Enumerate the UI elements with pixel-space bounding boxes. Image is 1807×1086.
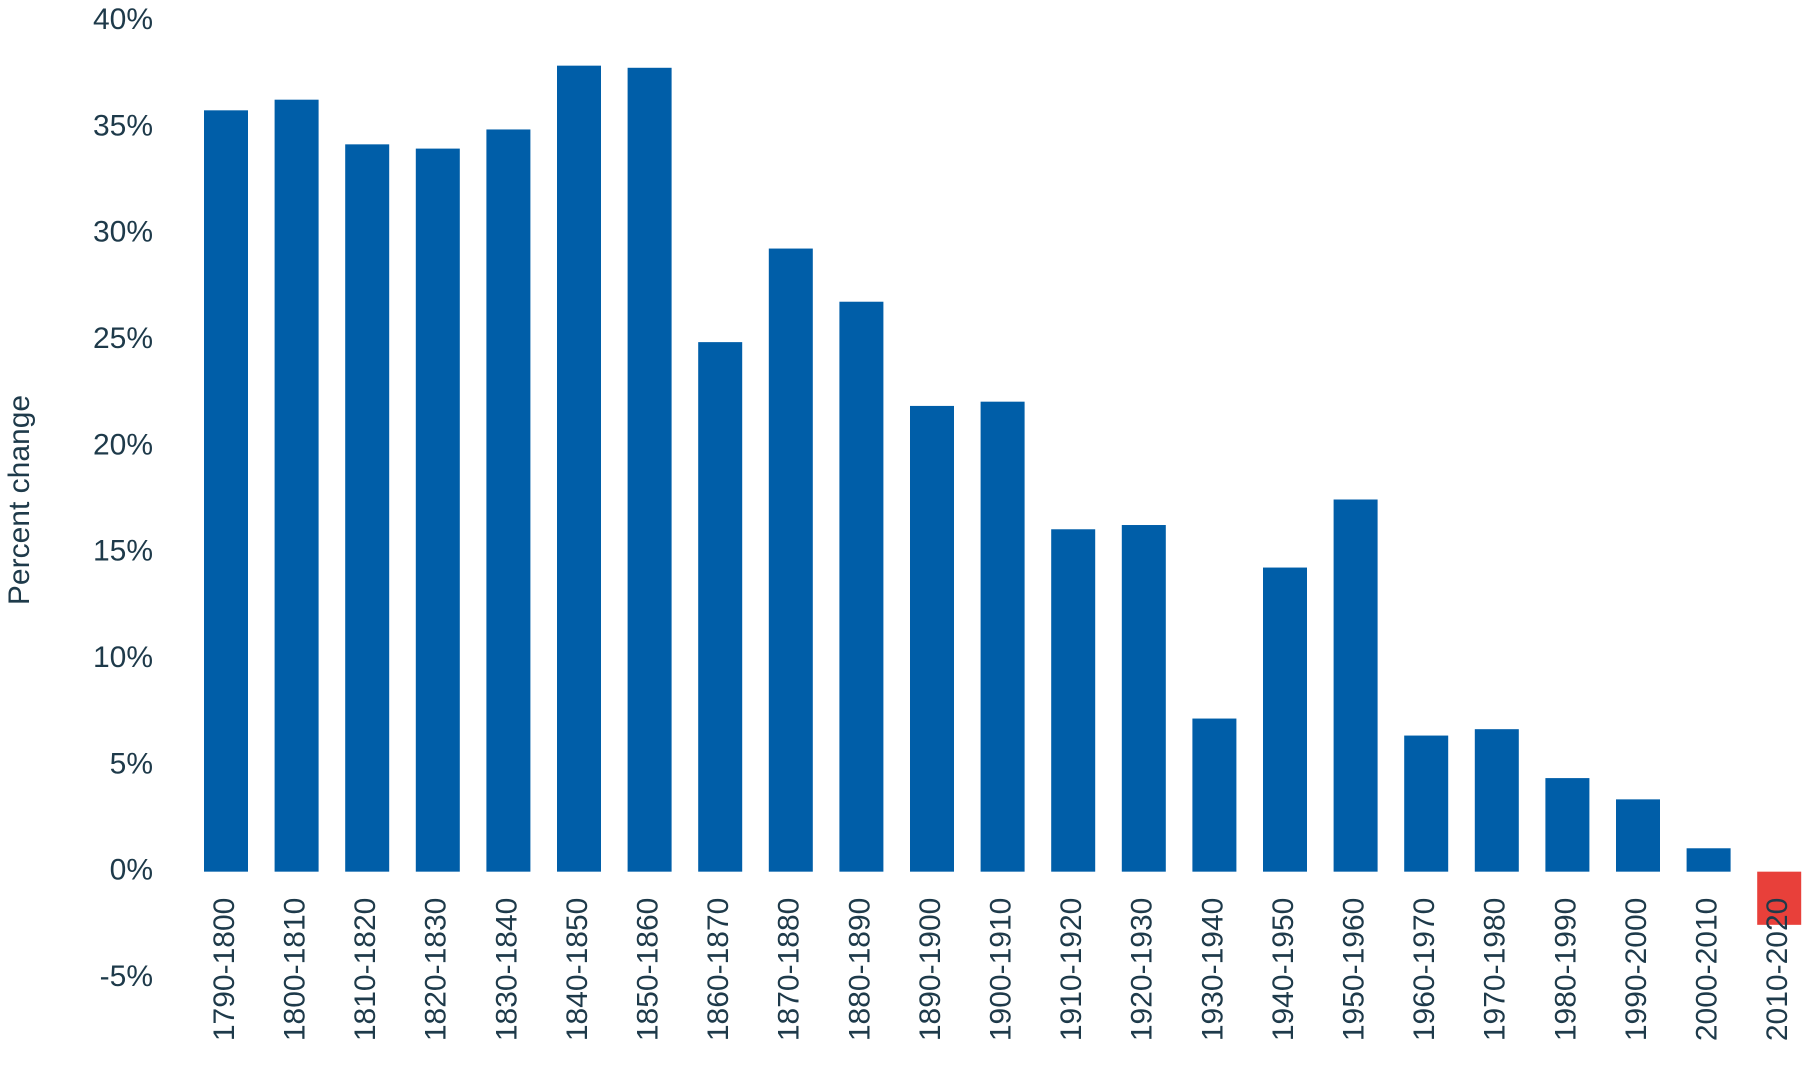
y-tick-label: 30% bbox=[93, 216, 153, 249]
bar bbox=[1192, 718, 1237, 872]
bar bbox=[910, 405, 954, 872]
bar bbox=[1051, 529, 1096, 872]
x-tick-label: 1800-1810 bbox=[279, 898, 312, 1041]
bar bbox=[627, 67, 672, 872]
x-tick-label: 1870-1880 bbox=[773, 898, 806, 1041]
x-tick-label: 1790-1800 bbox=[208, 898, 241, 1041]
x-tick-label: 1950-1960 bbox=[1338, 898, 1371, 1041]
bar bbox=[415, 148, 460, 872]
bar bbox=[1686, 848, 1731, 872]
x-tick-label: 1890-1900 bbox=[914, 898, 947, 1041]
x-tick-label: 1920-1930 bbox=[1126, 898, 1159, 1041]
bar bbox=[204, 110, 248, 872]
x-tick-label: 1910-1920 bbox=[1055, 898, 1088, 1041]
x-tick-label: 1940-1950 bbox=[1267, 898, 1300, 1041]
bar bbox=[1263, 567, 1307, 872]
bar bbox=[1121, 525, 1166, 872]
bar bbox=[345, 144, 390, 872]
bar bbox=[557, 65, 601, 872]
x-tick-label: 1840-1850 bbox=[561, 898, 594, 1041]
bar bbox=[486, 129, 531, 872]
bar bbox=[1333, 499, 1378, 872]
bar bbox=[839, 301, 884, 872]
x-tick-label: 1820-1830 bbox=[420, 898, 453, 1041]
y-tick-label: 35% bbox=[93, 109, 153, 142]
x-tick-label: 1990-2000 bbox=[1620, 898, 1653, 1041]
y-tick-label: 5% bbox=[110, 747, 153, 780]
y-axis-label: Percent change bbox=[3, 395, 36, 605]
x-tick-label: 2000-2010 bbox=[1691, 898, 1724, 1041]
y-tick-label: 15% bbox=[93, 535, 153, 568]
y-tick-label: 25% bbox=[93, 322, 153, 355]
y-tick-label: 40% bbox=[93, 3, 153, 36]
bar bbox=[1545, 778, 1590, 872]
y-tick-label: 0% bbox=[110, 854, 153, 887]
x-tick-label: 1850-1860 bbox=[632, 898, 665, 1041]
x-tick-label: 1960-1970 bbox=[1408, 898, 1441, 1041]
x-tick-label: 1810-1820 bbox=[349, 898, 382, 1041]
bar bbox=[274, 99, 319, 872]
bar bbox=[1474, 729, 1519, 872]
x-tick-label: 2010-2020 bbox=[1761, 898, 1794, 1041]
bar bbox=[1757, 871, 1802, 925]
bar bbox=[980, 401, 1025, 872]
x-tick-label: 1830-1840 bbox=[490, 898, 523, 1041]
y-tick-label: 20% bbox=[93, 428, 153, 461]
bar bbox=[1616, 799, 1660, 872]
x-tick-label: 1880-1890 bbox=[843, 898, 876, 1041]
x-tick-label: 1970-1980 bbox=[1479, 898, 1512, 1041]
bar bbox=[768, 248, 813, 872]
x-tick-label: 1980-1990 bbox=[1549, 898, 1582, 1041]
bar bbox=[1404, 735, 1449, 872]
x-tick-label: 1930-1940 bbox=[1196, 898, 1229, 1041]
x-tick-label: 1900-1910 bbox=[985, 898, 1018, 1041]
y-tick-label: 10% bbox=[93, 641, 153, 674]
bar bbox=[698, 342, 743, 872]
x-tick-label: 1860-1870 bbox=[702, 898, 735, 1041]
y-tick-label: -5% bbox=[100, 960, 153, 993]
